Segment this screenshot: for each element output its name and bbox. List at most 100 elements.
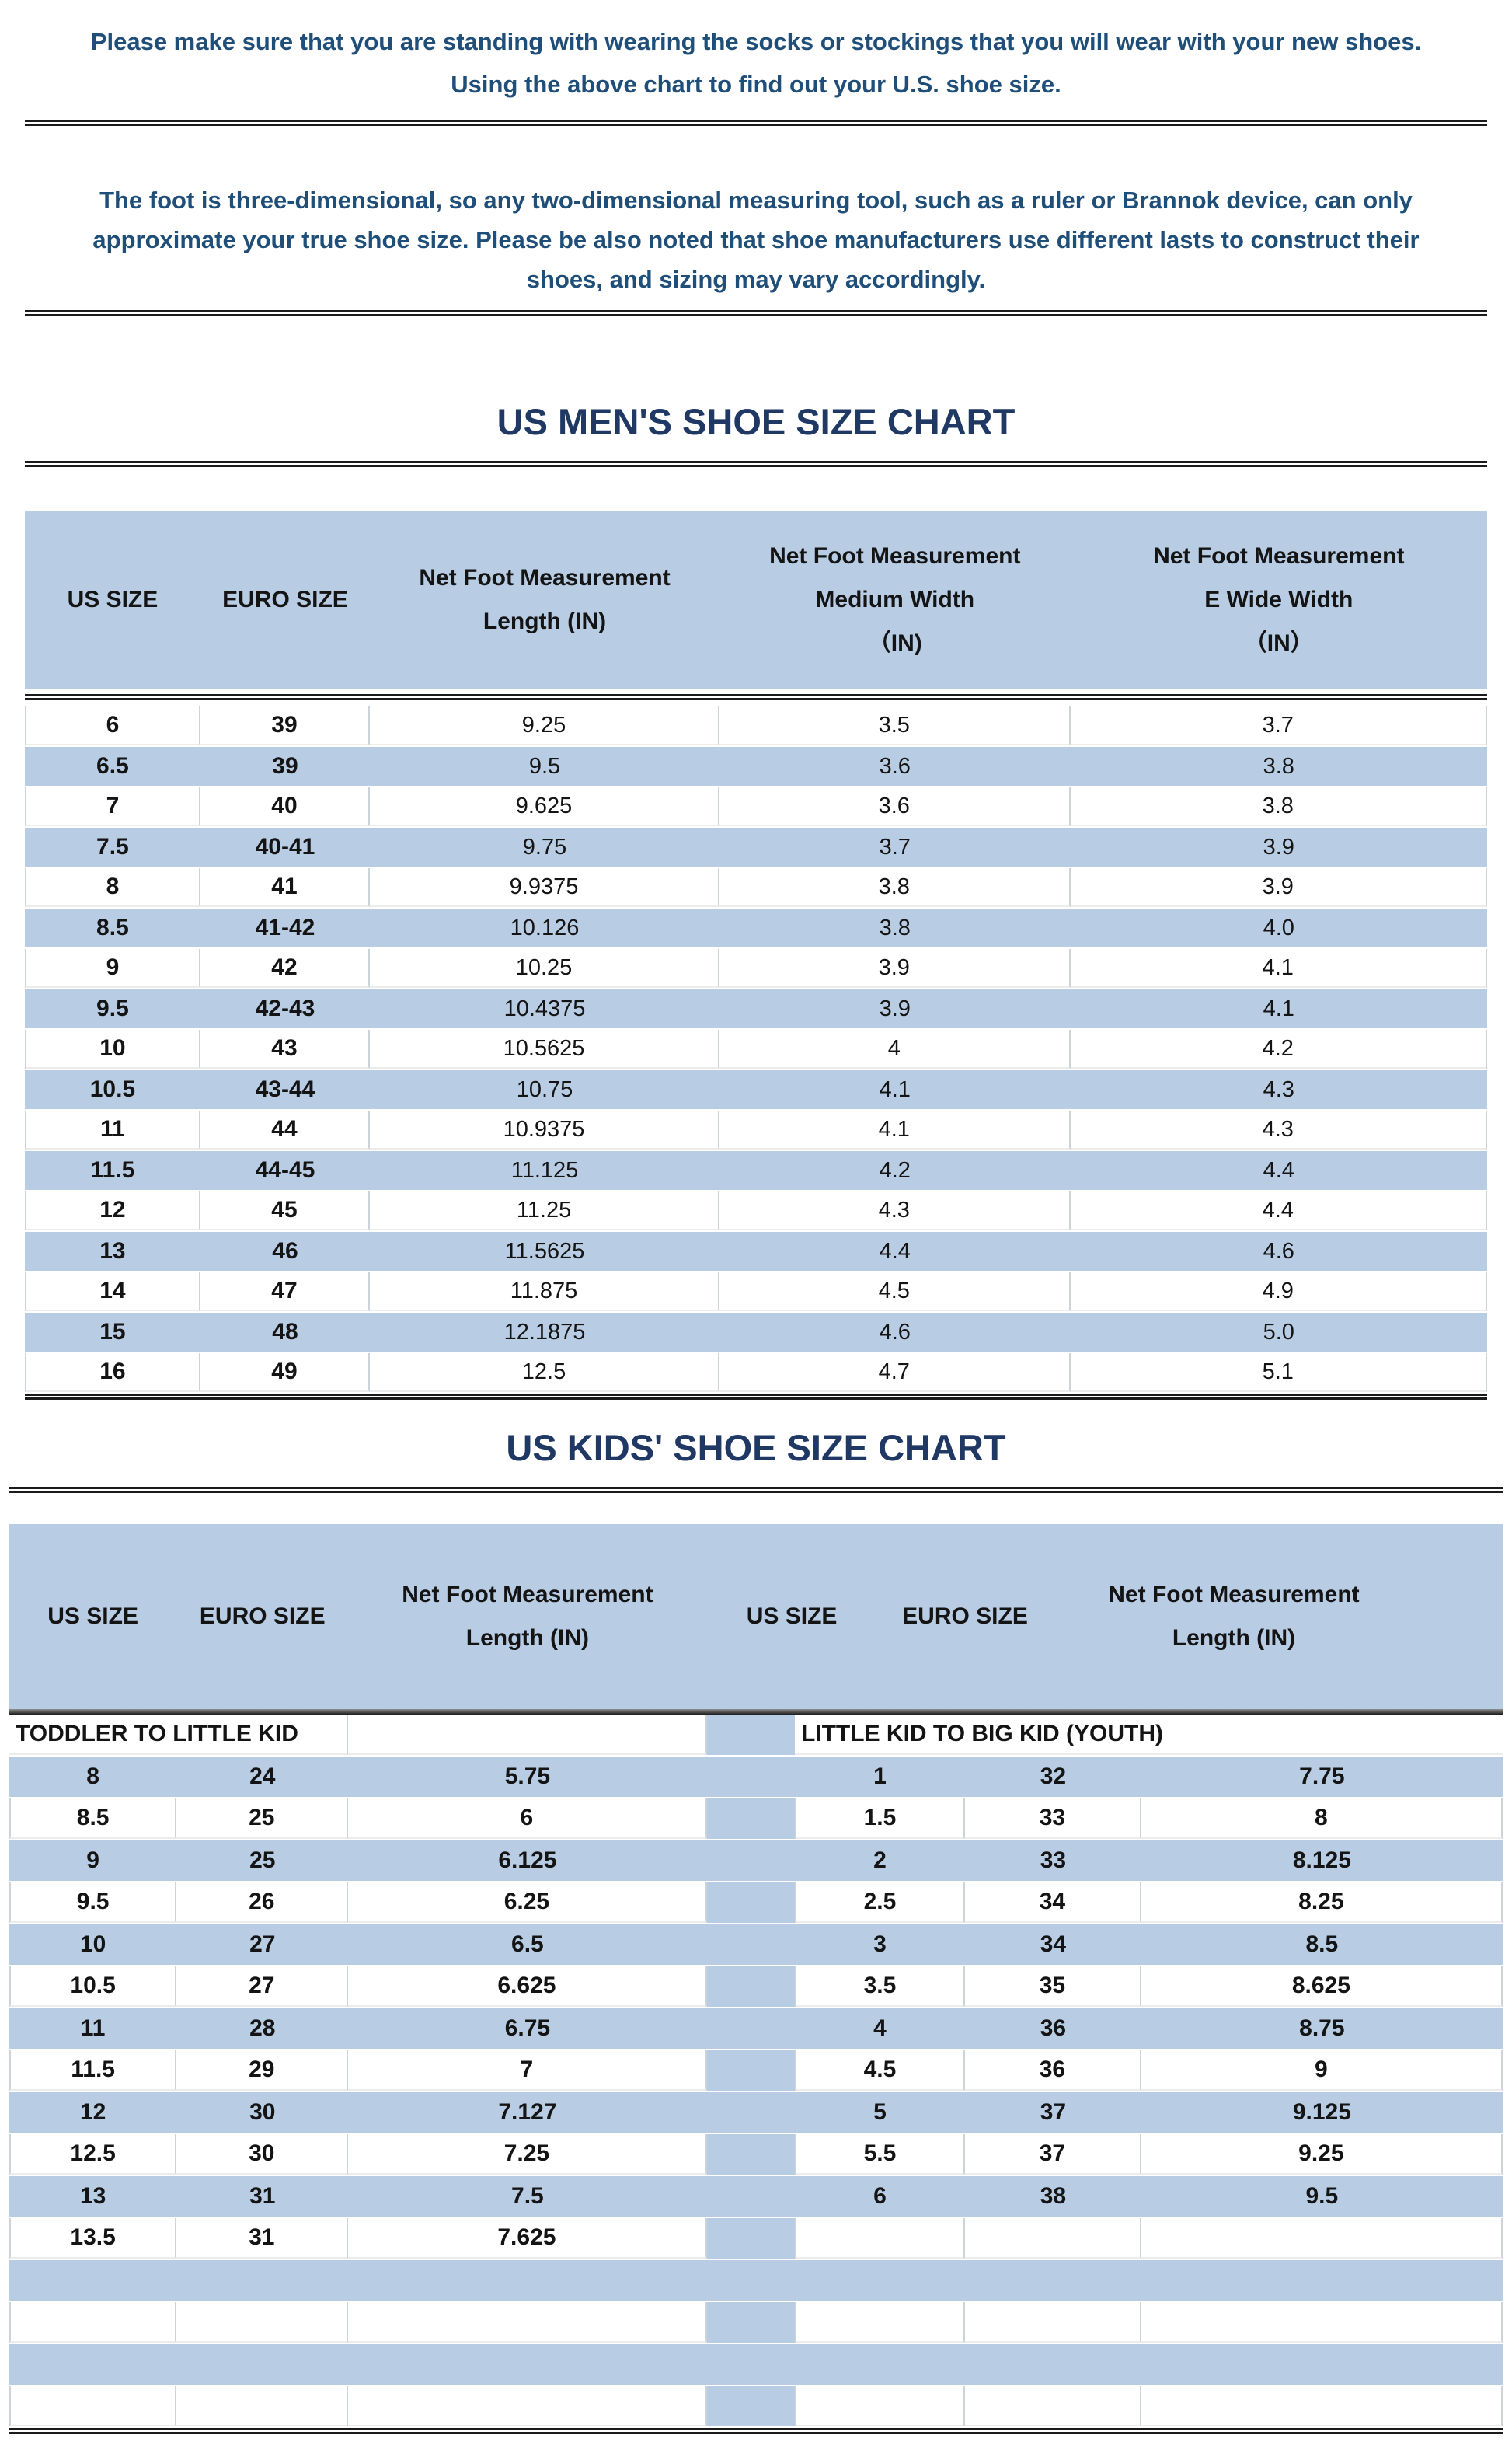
length-cell: 9.25	[370, 706, 719, 745]
length-cell: 10.4375	[370, 989, 719, 1028]
us-size-cell: 6	[25, 706, 200, 745]
length-cell: 7.5	[348, 2176, 707, 2217]
euro-size-cell: 41	[200, 868, 371, 907]
table-row: 6 39 9.25 3.5 3.7	[25, 706, 1487, 747]
euro-size-cell: 34	[965, 1924, 1141, 1965]
length-cell	[1141, 2302, 1503, 2343]
medium-width-cell: 4.3	[719, 1191, 1071, 1230]
e-wide-width-cell: 5.1	[1070, 1353, 1487, 1392]
kids-table-body: 8 24 5.75 1 32 7.75 8.5 25 6 1.5 33 8 9 25 6.125 2 33 8.1…	[9, 1757, 1503, 2428]
us-size-cell: 6.5	[25, 747, 200, 786]
length-cell: 6.125	[348, 1840, 707, 1881]
header-separator-line	[9, 1709, 1503, 1715]
column-gap	[706, 1882, 795, 1923]
euro-size-cell: 39	[200, 706, 371, 745]
euro-size-cell	[176, 2344, 349, 2385]
table-row: 9 25 6.125 2 33 8.125	[9, 1840, 1503, 1882]
us-size-cell: 8	[9, 1757, 177, 1797]
table-row: 9.5 26 6.25 2.5 34 8.25	[9, 1882, 1503, 1924]
e-wide-width-cell: 4.1	[1070, 949, 1487, 988]
e-wide-width-cell: 3.9	[1070, 828, 1487, 867]
us-size-cell: 10.5	[25, 1070, 200, 1109]
euro-size-cell: 30	[176, 2092, 349, 2133]
euro-size-cell: 41-42	[200, 909, 371, 947]
kids-section-row: TODDLER TO LITTLE KID LITTLE KID TO BIG K…	[9, 1715, 1503, 1757]
e-wide-width-cell: 3.9	[1070, 868, 1487, 907]
medium-width-cell: 4.1	[719, 1111, 1071, 1150]
euro-size-cell	[176, 2386, 349, 2426]
length-cell: 9.5	[1141, 2176, 1503, 2217]
us-size-cell: 10	[25, 1030, 200, 1069]
medium-width-cell: 3.6	[719, 747, 1071, 786]
length-cell: 9.75	[370, 828, 719, 867]
table-row: 10 27 6.5 3 34 8.5	[9, 1924, 1503, 1966]
length-cell: 9.125	[1141, 2092, 1503, 2133]
header-line: Length (IN)	[483, 609, 607, 634]
us-size-cell: 7.5	[25, 828, 200, 867]
header-line: US SIZE	[746, 1603, 838, 1629]
header-line: US SIZE	[67, 587, 159, 612]
euro-size-cell: 28	[176, 2008, 349, 2049]
header-line: Net Foot Measurement	[769, 543, 1021, 569]
toddler-section-label: TODDLER TO LITTLE KID	[9, 1715, 349, 1755]
length-cell	[348, 2386, 707, 2426]
euro-size-cell: 31	[176, 2218, 349, 2259]
column-gap	[706, 1966, 795, 2007]
table-row: 8.5 41-42 10.126 3.8 4.0	[25, 909, 1487, 949]
length-cell: 11.25	[370, 1191, 719, 1230]
mens-table-header: US SIZE EURO SIZE Net Foot Measurement Leng…	[25, 511, 1487, 689]
column-gap	[706, 2302, 795, 2343]
euro-size-cell: 26	[176, 1882, 349, 1923]
table-row: 10.5 27 6.625 3.5 35 8.625	[9, 1966, 1503, 2008]
table-row: 8 24 5.75 1 32 7.75	[9, 1757, 1503, 1798]
youth-section-label: LITTLE KID TO BIG KID (YOUTH)	[794, 1715, 1503, 1755]
us-size-cell	[794, 2302, 966, 2343]
us-size-cell: 9.5	[9, 1882, 177, 1923]
table-row: 7.5 40-41 9.75 3.7 3.9	[25, 828, 1487, 868]
length-cell: 7.625	[348, 2218, 707, 2259]
us-size-cell	[9, 2302, 177, 2343]
us-size-cell: 12	[25, 1191, 200, 1230]
euro-size-cell: 44-45	[200, 1151, 371, 1190]
header-line: E Wide Width	[1204, 587, 1353, 612]
length-cell: 10.25	[370, 949, 719, 988]
euro-size-cell: 40-41	[200, 828, 371, 867]
kids-header-left-us-size: US SIZE	[9, 1524, 176, 1709]
medium-width-cell: 4	[719, 1030, 1071, 1069]
table-row: 8.5 25 6 1.5 33 8	[9, 1798, 1503, 1840]
euro-size-cell: 36	[965, 2050, 1141, 2091]
us-size-cell	[9, 2386, 177, 2426]
euro-size-cell: 24	[176, 1757, 349, 1797]
length-cell: 6.5	[348, 1924, 707, 1965]
header-line: Length (IN)	[1172, 1625, 1296, 1651]
e-wide-width-cell: 4.4	[1070, 1151, 1487, 1190]
mens-header-euro-size: EURO SIZE	[200, 511, 370, 689]
kids-header-right-us-size: US SIZE	[707, 1524, 877, 1709]
us-size-cell: 1	[794, 1757, 966, 1797]
header-line: EURO SIZE	[902, 1603, 1028, 1629]
header-line: EURO SIZE	[199, 1603, 326, 1629]
e-wide-width-cell: 4.2	[1070, 1030, 1487, 1069]
header-line: （IN）	[1243, 630, 1314, 656]
euro-size-cell: 40	[200, 787, 371, 826]
euro-size-cell: 27	[176, 1966, 349, 2007]
us-size-cell: 16	[25, 1353, 200, 1392]
us-size-cell	[794, 2386, 966, 2426]
e-wide-width-cell: 4.6	[1070, 1232, 1487, 1271]
column-gap	[706, 2176, 795, 2217]
medium-width-cell: 4.5	[719, 1272, 1071, 1311]
header-line: （IN)	[867, 630, 922, 656]
euro-size-cell	[176, 2302, 349, 2343]
us-size-cell: 9.5	[25, 989, 200, 1028]
e-wide-width-cell: 3.7	[1070, 706, 1487, 745]
length-cell: 9	[1141, 2050, 1503, 2091]
mens-table-body: 6 39 9.25 3.5 3.7 6.5 39 9.5 3.6 3.8 7 40 9.625 3.6 3.…	[25, 706, 1487, 1394]
length-cell: 10.5625	[370, 1030, 719, 1069]
column-gap	[706, 1757, 795, 1797]
us-size-cell: 13	[25, 1232, 200, 1271]
empty-cell	[348, 1715, 707, 1755]
euro-size-cell	[965, 2344, 1141, 2385]
us-size-cell: 11.5	[25, 1151, 200, 1190]
mens-header-medium-width: Net Foot Measurement Medium Width （IN)	[719, 511, 1071, 689]
